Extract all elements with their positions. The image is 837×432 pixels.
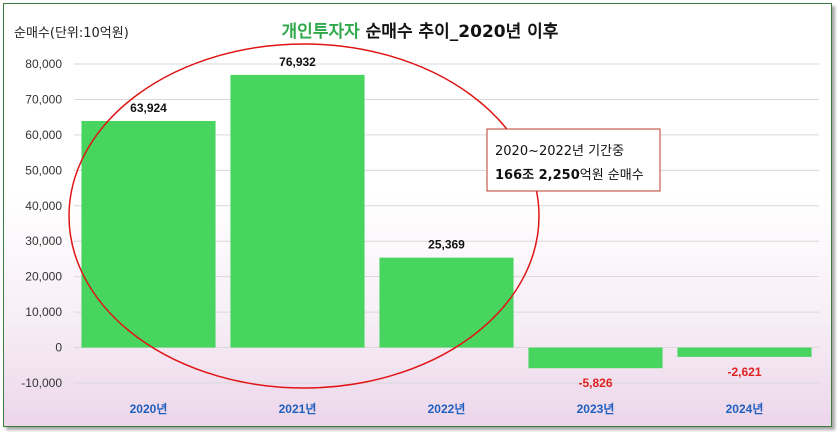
- data-label: -5,826: [578, 376, 612, 390]
- annotation-line-1: 2020~2022년 기간중: [495, 144, 624, 159]
- bar-2024년: [677, 347, 812, 357]
- annotation-line-2: 166조 2,250억원 순매수: [495, 168, 644, 183]
- bar-2023년: [528, 347, 663, 369]
- chart-title-rest: 순매수 추이_2020년 이후: [360, 21, 559, 42]
- highlight-ellipse: [68, 43, 540, 389]
- bar-2020년: [81, 120, 216, 348]
- annotation-callout: 2020~2022년 기간중 166조 2,250억원 순매수: [486, 128, 661, 192]
- x-category-label: 2024년: [726, 402, 764, 416]
- y-tick-label: 30,000: [25, 234, 62, 248]
- x-category-label: 2023년: [577, 402, 615, 416]
- y-tick-label: 20,000: [25, 270, 62, 284]
- x-category-label: 2022년: [428, 402, 466, 416]
- y-tick-label: 60,000: [25, 128, 62, 142]
- chart-title-highlight: 개인투자자: [282, 22, 361, 42]
- y-axis-ticks: -10,000 0 10,000 20,000 30,000 40,000 50,000 60…: [21, 57, 62, 390]
- bar-2022년: [379, 257, 514, 348]
- data-label: -2,621: [727, 365, 761, 379]
- data-label: 63,924: [130, 101, 167, 115]
- annotation-box: [486, 128, 661, 192]
- y-tick-label: 80,000: [25, 57, 62, 71]
- y-axis-unit-label: 순매수(단위:10억원): [14, 26, 129, 41]
- x-axis-categories: 2020년 2021년 2022년 2023년 2024년: [130, 402, 764, 416]
- chart-frame: 개인투자자 순매수 추이_2020년 이후 순매수(단위:10억원) -10,0…: [3, 3, 832, 427]
- data-label: 25,369: [428, 238, 465, 252]
- bar-2021년: [230, 74, 365, 348]
- data-labels: 63,924 76,932 25,369 -5,826 -2,621: [130, 55, 762, 390]
- y-tick-label: 50,000: [25, 163, 62, 177]
- annotation-amount: 166조 2,250: [495, 168, 580, 183]
- annotation-suffix: 억원 순매수: [580, 168, 644, 183]
- y-tick-label: 40,000: [25, 199, 62, 213]
- y-tick-label: 10,000: [25, 305, 62, 319]
- x-category-label: 2021년: [279, 402, 317, 416]
- bar-chart: 개인투자자 순매수 추이_2020년 이후 순매수(단위:10억원) -10,0…: [14, 21, 819, 416]
- y-tick-label: -10,000: [21, 376, 62, 390]
- y-tick-label: 70,000: [25, 92, 62, 106]
- y-tick-label: 0: [55, 341, 62, 355]
- x-category-label: 2020년: [130, 402, 168, 416]
- data-label: 76,932: [279, 55, 316, 69]
- chart-title: 개인투자자 순매수 추이_2020년 이후: [282, 21, 559, 42]
- bars: [81, 74, 812, 369]
